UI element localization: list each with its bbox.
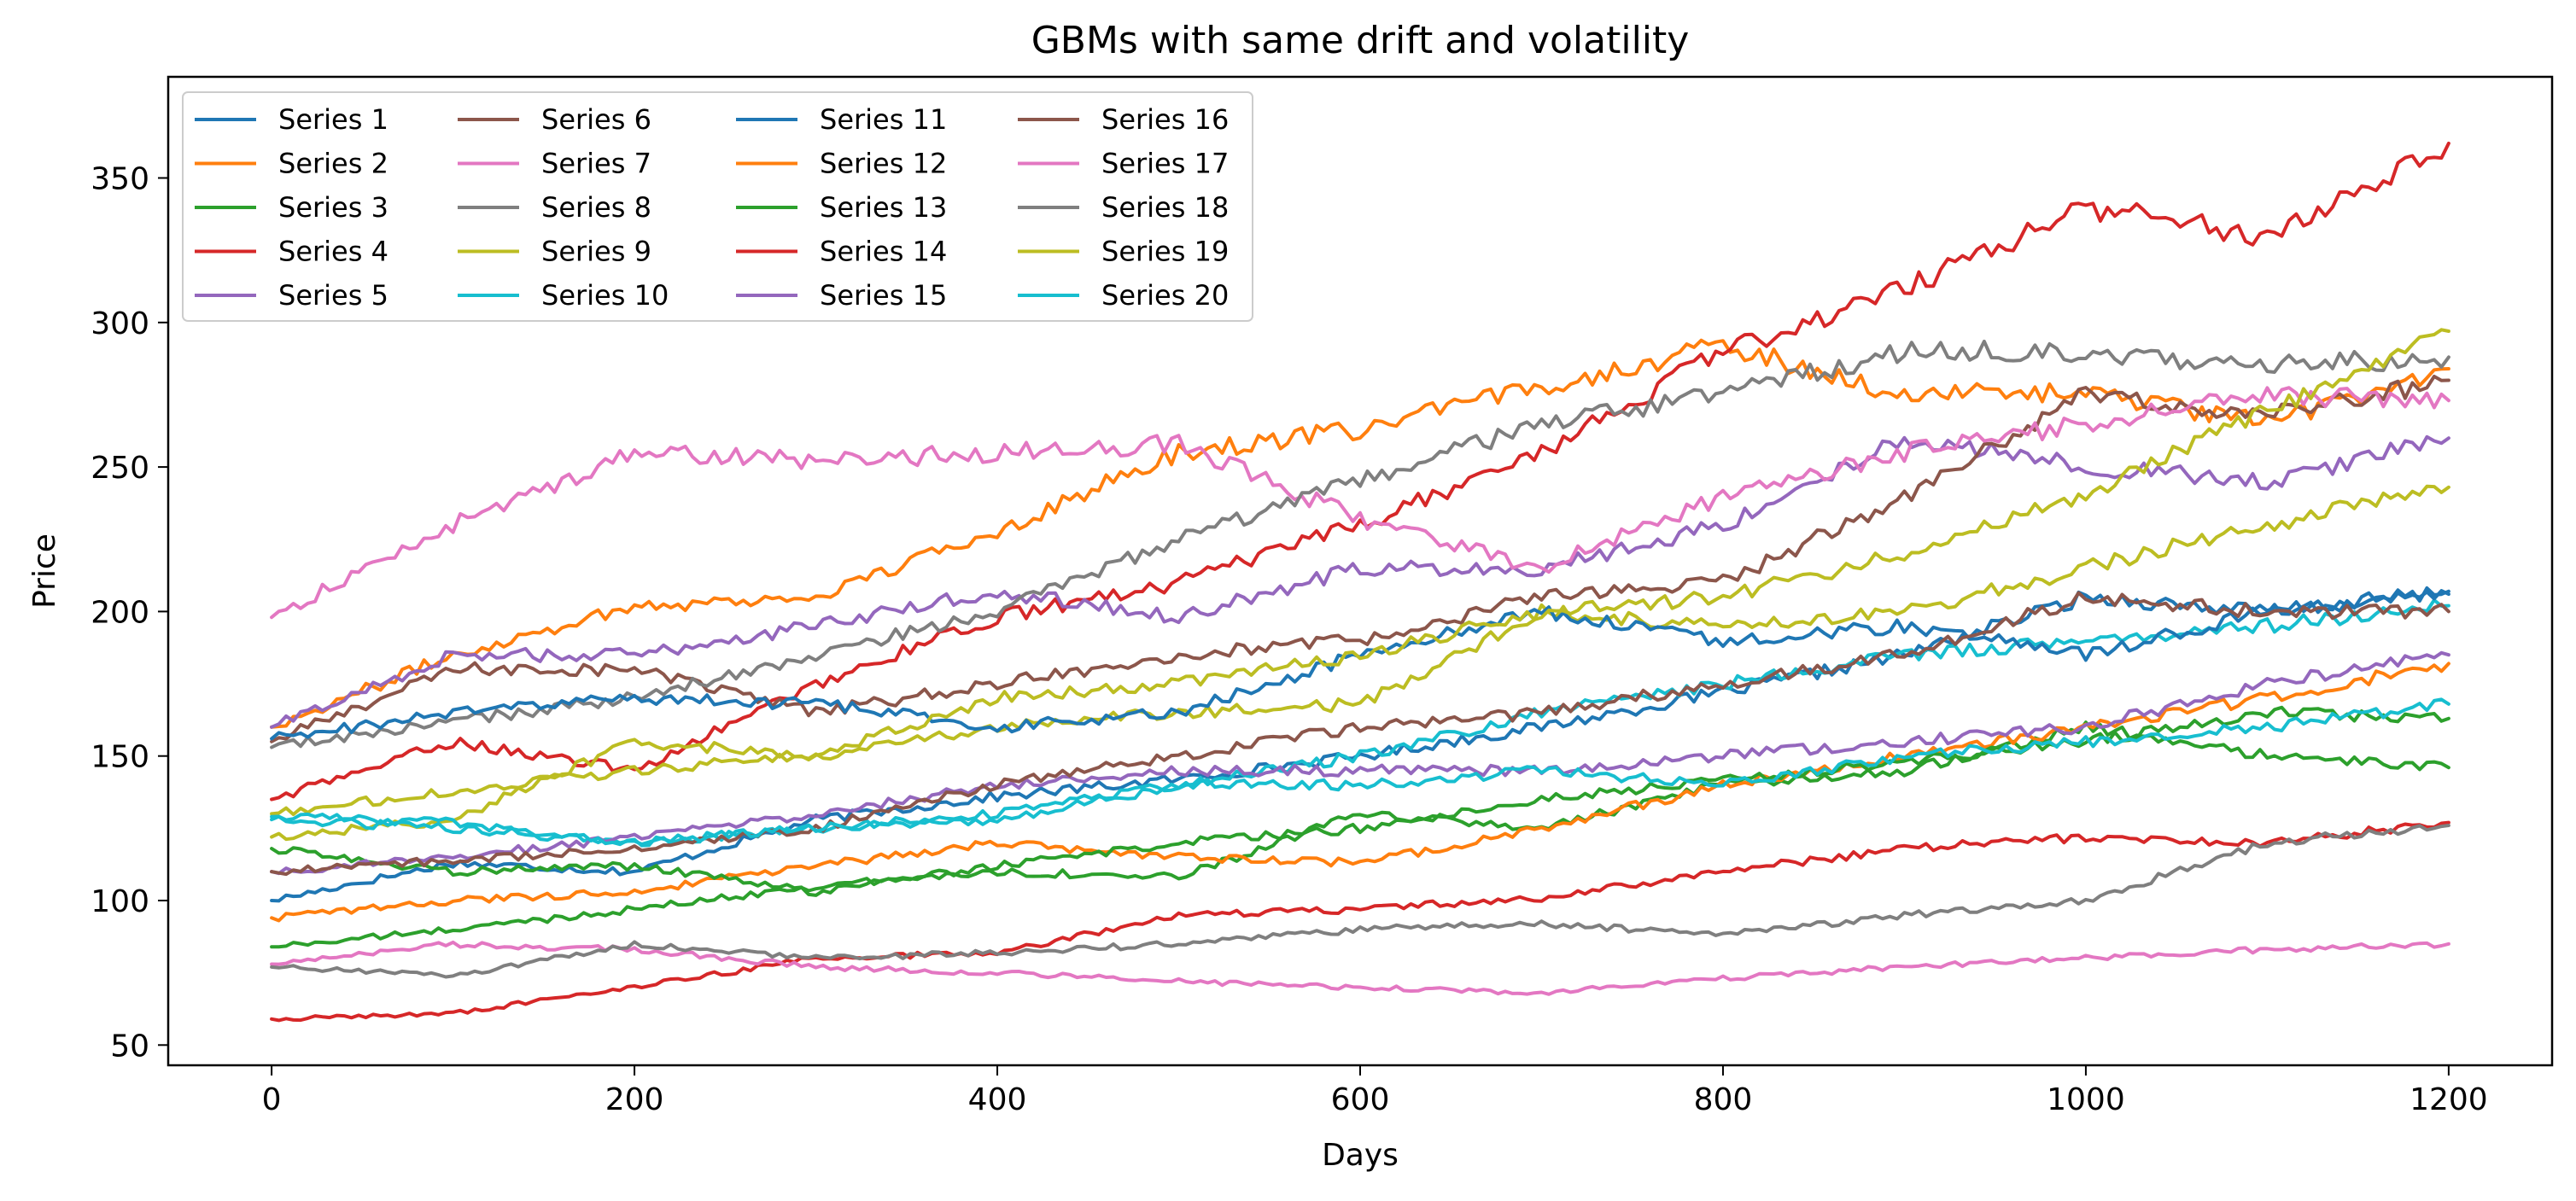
y-tick-label: 200: [91, 595, 149, 630]
series-line: [270, 338, 2450, 729]
series-line: [270, 697, 2450, 848]
y-tick-label: 350: [91, 162, 149, 197]
series-line: [270, 586, 2450, 903]
legend-label: Series 18: [1101, 191, 1229, 224]
x-tick-label: 1000: [2047, 1082, 2125, 1117]
x-tick-label: 600: [1331, 1082, 1390, 1117]
legend-label: Series 8: [541, 191, 651, 224]
legend-label: Series 4: [278, 236, 388, 268]
legend: Series 1 Series 2 Series 3 Series 4 Series 5…: [182, 91, 1253, 322]
series-line: [270, 434, 2450, 729]
legend-label: Series 1: [278, 103, 388, 136]
y-tick-label: 100: [91, 884, 149, 919]
y-axis-label: Price: [27, 533, 62, 609]
legend-label: Series 6: [541, 103, 651, 136]
y-tick-label: 250: [91, 451, 149, 486]
series-line: [270, 720, 2450, 949]
legend-label: Series 14: [820, 236, 947, 268]
legend-label: Series 3: [278, 191, 388, 224]
x-tick-label: 0: [262, 1082, 282, 1117]
series-line: [270, 386, 2450, 620]
x-axis-label: Days: [1322, 1138, 1399, 1173]
series-line: [270, 820, 2450, 1023]
x-tick-label: 400: [968, 1082, 1027, 1117]
series-line: [270, 940, 2450, 996]
legend-label: Series 12: [820, 148, 947, 180]
legend-label: Series 5: [278, 279, 388, 312]
series-line: [270, 824, 2450, 979]
chart-title: GBMs with same drift and volatility: [1031, 19, 1690, 62]
y-tick-label: 50: [110, 1029, 149, 1064]
legend-label: Series 2: [278, 148, 388, 180]
legend-label: Series 7: [541, 148, 651, 180]
legend-label: Series 11: [820, 103, 947, 136]
legend-box: [182, 91, 1253, 322]
series-line: [270, 705, 2450, 897]
x-tick-label: 800: [1694, 1082, 1753, 1117]
y-tick-label: 300: [91, 306, 149, 341]
legend-label: Series 9: [541, 236, 651, 268]
legend-label: Series 10: [541, 279, 669, 312]
legend-label: Series 20: [1101, 279, 1229, 312]
plot-lines: [270, 141, 2450, 1023]
x-tick-label: 200: [605, 1082, 664, 1117]
series-line: [270, 141, 2450, 802]
y-axis: 50 100 150 200 250 300 350: [91, 162, 168, 1064]
x-axis: 0 200 400 600 800 1000 1200: [262, 1065, 2488, 1117]
series-line: [270, 339, 2450, 749]
legend-label: Series 19: [1101, 236, 1229, 268]
x-tick-label: 1200: [2410, 1082, 2488, 1117]
legend-label: Series 13: [820, 191, 947, 224]
series-line: [270, 589, 2450, 741]
series-line: [270, 375, 2450, 743]
legend-label: Series 16: [1101, 103, 1229, 136]
series-line: [270, 591, 2450, 877]
legend-label: Series 15: [820, 279, 947, 312]
legend-label: Series 17: [1101, 148, 1229, 180]
series-line: [270, 328, 2450, 817]
y-tick-label: 150: [91, 740, 149, 775]
series-line: [270, 484, 2450, 842]
series-line: [270, 650, 2450, 876]
